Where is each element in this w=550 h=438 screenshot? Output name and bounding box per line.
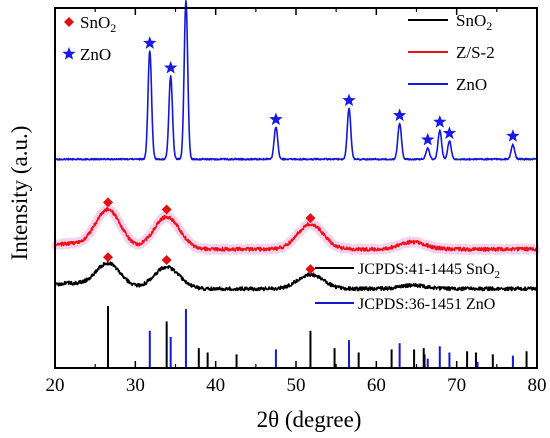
star-marker (421, 132, 435, 146)
x-tick-label: 30 (126, 375, 145, 396)
series-line-sno2 (54, 260, 538, 292)
diamond-marker (305, 213, 316, 224)
star-marker (342, 93, 356, 107)
reference-lines-layer: JCPDS:41-1445 SnO2 JCPDS:36-1451 ZnO (107, 261, 528, 368)
x-tick-label: 60 (367, 375, 386, 396)
diamond-marker (64, 17, 74, 27)
reference-legend-label: JCPDS:36-1451 ZnO (358, 296, 495, 313)
marker-legend-label-text: SnO (80, 13, 110, 32)
star-marker (506, 129, 520, 142)
star-marker (269, 112, 283, 126)
star-marker (164, 60, 178, 74)
reference-legend-label-text: JCPDS:36-1451 ZnO (358, 296, 495, 313)
axes-layer: 20 30 40 50 60 70 80 (46, 7, 547, 396)
star-marker (392, 108, 407, 122)
legend-label-text: ZnO (456, 75, 487, 94)
series-line-z-s-2 (54, 206, 538, 252)
x-tick-label: 70 (447, 375, 466, 396)
marker-legend-label: ZnO (80, 45, 111, 64)
reference-legend-label-text: JCPDS:41-1445 SnO (358, 261, 494, 278)
diamond-marker (161, 204, 172, 215)
legend-label: Z/S-2 (456, 43, 495, 62)
x-tick-label: 80 (528, 375, 547, 396)
star-marker (62, 47, 76, 60)
x-axis-title: 2θ (degree) (257, 407, 362, 432)
legend-label: SnO2 (456, 11, 492, 33)
star-marker (442, 126, 457, 139)
series-line-zno (54, 0, 538, 161)
star-marker (143, 36, 157, 49)
legend-label: ZnO (456, 75, 487, 94)
y-axis-title: Intensity (a.u.) (7, 126, 32, 261)
x-tick-label: 20 (46, 375, 65, 396)
diamond-marker (103, 252, 114, 263)
x-tick-label: 40 (206, 375, 225, 396)
legend-label-text: Z/S-2 (456, 43, 495, 62)
phase-markers-layer (103, 36, 520, 275)
legend-label-subscript: 2 (486, 19, 492, 33)
marker-legend-label-text: ZnO (80, 45, 111, 64)
marker-legend-label-subscript: 2 (110, 21, 116, 35)
marker-legend-label: SnO2 (80, 13, 116, 35)
diamond-marker (103, 197, 114, 208)
diamond-marker (161, 254, 172, 265)
diamond-marker (305, 264, 316, 275)
reference-legend-label: JCPDS:41-1445 SnO2 (358, 261, 500, 281)
x-tick-label: 50 (287, 375, 306, 396)
star-marker (433, 115, 447, 128)
legend-label-text: SnO (456, 11, 486, 30)
curves-layer (51, 0, 541, 292)
reference-legend-label-subscript: 2 (494, 269, 500, 281)
